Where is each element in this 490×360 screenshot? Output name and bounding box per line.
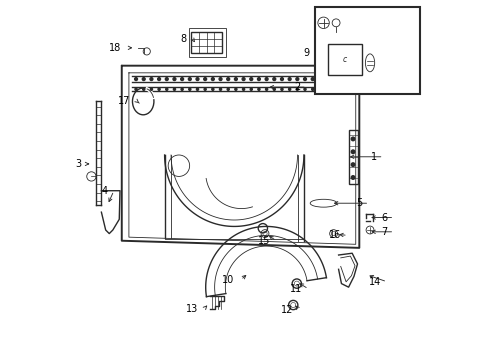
- Circle shape: [250, 88, 252, 90]
- Circle shape: [181, 78, 184, 81]
- Circle shape: [242, 78, 245, 81]
- Circle shape: [351, 163, 355, 166]
- Bar: [315, 7, 420, 94]
- Text: 12: 12: [281, 305, 293, 315]
- Circle shape: [334, 78, 337, 81]
- Circle shape: [220, 88, 221, 90]
- Circle shape: [327, 78, 329, 81]
- Circle shape: [319, 88, 321, 90]
- Text: 8: 8: [180, 34, 186, 44]
- Text: 15: 15: [258, 236, 270, 246]
- Text: 18: 18: [109, 43, 121, 53]
- Circle shape: [273, 88, 275, 90]
- Circle shape: [204, 88, 206, 90]
- Circle shape: [243, 88, 245, 90]
- Circle shape: [212, 88, 214, 90]
- Circle shape: [343, 88, 344, 90]
- Circle shape: [327, 88, 329, 90]
- Circle shape: [158, 78, 161, 81]
- Text: 9: 9: [303, 48, 309, 58]
- Circle shape: [281, 78, 283, 81]
- Circle shape: [342, 78, 345, 81]
- Text: 7: 7: [382, 227, 388, 237]
- Circle shape: [335, 88, 337, 90]
- Circle shape: [304, 88, 306, 90]
- Bar: [192, 32, 222, 53]
- Text: 6: 6: [382, 212, 388, 222]
- Text: 13: 13: [186, 303, 198, 314]
- Text: 14: 14: [368, 277, 381, 287]
- Circle shape: [219, 78, 222, 81]
- Text: 17: 17: [118, 96, 131, 107]
- Circle shape: [135, 88, 137, 90]
- Circle shape: [311, 78, 314, 81]
- Circle shape: [227, 88, 229, 90]
- Circle shape: [312, 88, 314, 90]
- Circle shape: [265, 78, 268, 81]
- Circle shape: [319, 78, 322, 81]
- Circle shape: [289, 88, 291, 90]
- Circle shape: [235, 88, 237, 90]
- Circle shape: [189, 88, 191, 90]
- Circle shape: [304, 78, 306, 81]
- Circle shape: [266, 88, 268, 90]
- Circle shape: [142, 78, 145, 81]
- Circle shape: [281, 88, 283, 90]
- Text: 1: 1: [371, 152, 377, 162]
- Circle shape: [166, 88, 168, 90]
- Bar: [189, 28, 226, 57]
- Circle shape: [173, 78, 176, 81]
- Circle shape: [204, 78, 207, 81]
- Text: 4: 4: [101, 186, 107, 196]
- Circle shape: [150, 78, 153, 81]
- Circle shape: [288, 78, 291, 81]
- Bar: [348, 130, 358, 184]
- Circle shape: [173, 88, 175, 90]
- Circle shape: [296, 78, 299, 81]
- Circle shape: [227, 78, 230, 81]
- Circle shape: [196, 78, 199, 81]
- Circle shape: [181, 88, 183, 90]
- Circle shape: [351, 137, 355, 141]
- Circle shape: [143, 88, 145, 90]
- Circle shape: [196, 88, 198, 90]
- Circle shape: [234, 78, 237, 81]
- Circle shape: [211, 78, 214, 81]
- Text: 10: 10: [222, 275, 234, 285]
- Circle shape: [188, 78, 191, 81]
- Bar: [328, 44, 362, 75]
- Circle shape: [135, 78, 138, 81]
- Text: 16: 16: [329, 230, 342, 240]
- Circle shape: [158, 88, 160, 90]
- Circle shape: [296, 88, 298, 90]
- Text: 3: 3: [75, 159, 81, 169]
- Circle shape: [351, 150, 355, 154]
- Text: c: c: [343, 55, 347, 64]
- Text: 11: 11: [290, 284, 302, 294]
- Circle shape: [150, 88, 152, 90]
- Circle shape: [258, 88, 260, 90]
- Circle shape: [165, 78, 168, 81]
- Circle shape: [351, 176, 355, 179]
- Text: 5: 5: [357, 198, 363, 208]
- Circle shape: [258, 78, 260, 81]
- Circle shape: [273, 78, 276, 81]
- Text: 2: 2: [294, 82, 300, 92]
- Circle shape: [250, 78, 253, 81]
